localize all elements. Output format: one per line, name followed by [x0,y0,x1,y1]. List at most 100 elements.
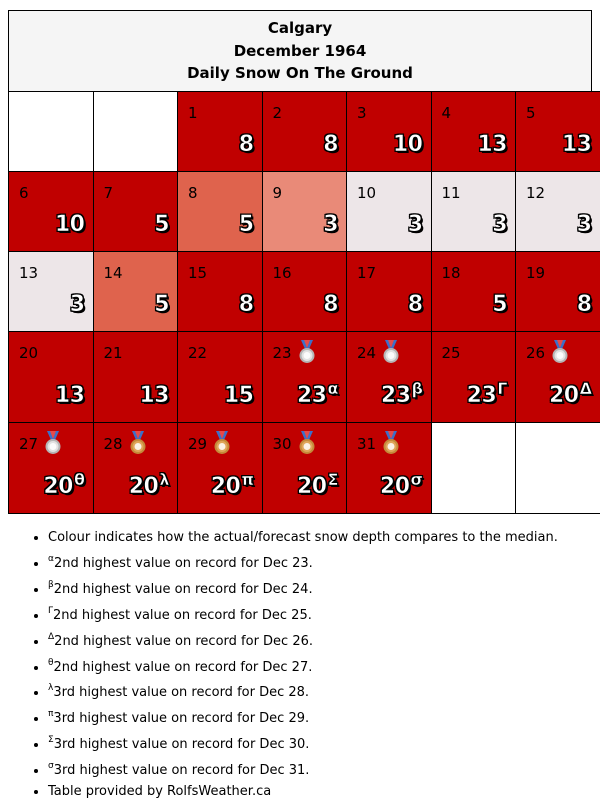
snow-depth-number: 5 [239,212,254,237]
footnote-item: Colour indicates how the actual/forecast… [48,528,592,549]
snow-depth-number: 3 [492,212,507,237]
snow-depth-number: 20 [380,474,410,499]
footnote-item: π3rd highest value on record for Dec 29. [48,704,592,730]
empty-cell [9,92,94,172]
snow-depth-number: 15 [224,383,254,408]
snow-depth-value: 20Δ [549,379,592,408]
snow-depth-value: 8 [239,292,254,317]
footnote-text: 2nd highest value on record for Dec 25. [53,608,312,623]
snow-depth-number: 3 [408,212,423,237]
day-number: 27 [19,435,38,453]
snow-depth-number: 23 [467,383,497,408]
snow-depth-number: 20 [549,383,579,408]
footnote-item: β2nd highest value on record for Dec 24. [48,575,592,601]
footnote-text: Table provided by RolfsWeather.ca [48,784,271,799]
day-number: 22 [188,344,207,362]
snow-depth-number: 3 [577,212,592,237]
snow-depth-number: 13 [139,383,169,408]
snow-depth-value: 3 [408,212,423,237]
day-number: 14 [104,264,123,282]
day-number: 24 [357,344,376,362]
day-number: 9 [273,184,283,202]
day-number: 11 [442,184,461,202]
day-cell: 19 8 [516,252,600,332]
footnote-marker: σ [411,470,423,489]
silver-medal-icon [380,340,402,368]
bronze-medal-icon [296,431,318,459]
day-number: 19 [526,264,545,282]
snow-depth-value: 3 [577,212,592,237]
day-number: 15 [188,264,207,282]
day-number: 21 [104,344,123,362]
snow-depth-number: 8 [323,132,338,157]
snow-depth-number: 23 [297,383,327,408]
day-number: 29 [188,435,207,453]
snow-depth-value: 23α [297,379,338,408]
snow-depth-number: 10 [55,212,85,237]
snow-depth-number: 3 [70,292,85,317]
snow-depth-number: 5 [154,292,169,317]
day-cell: 15 8 [178,252,263,332]
day-cell: 30 20Σ [262,423,347,514]
snow-depth-value: 13 [139,383,169,408]
snow-depth-number: 13 [562,132,592,157]
footnote-text: Colour indicates how the actual/forecast… [48,530,558,545]
snow-depth-value: 15 [224,383,254,408]
day-cell: 13 3 [9,252,94,332]
snow-depth-value: 8 [239,132,254,157]
snow-depth-value: 5 [154,292,169,317]
snow-depth-number: 8 [323,292,338,317]
footnote-marker: θ [74,470,85,489]
snow-depth-number: 20 [211,474,241,499]
city-title: Calgary [9,17,591,40]
footnote-item: α2nd highest value on record for Dec 23. [48,549,592,575]
silver-medal-icon [42,431,64,459]
snow-depth-number: 8 [577,292,592,317]
day-cell: 22 15 [178,332,263,423]
footnote-item: Table provided by RolfsWeather.ca [48,782,592,803]
snow-depth-value: 10 [393,132,423,157]
snow-depth-number: 5 [492,292,507,317]
footnote-item: Γ2nd highest value on record for Dec 25. [48,601,592,627]
snow-depth-number: 3 [323,212,338,237]
day-number: 23 [273,344,292,362]
day-cell: 14 5 [93,252,178,332]
day-number: 17 [357,264,376,282]
footnote-marker: Γ [497,379,507,398]
snow-depth-number: 23 [381,383,411,408]
snow-depth-value: 5 [154,212,169,237]
footnote-text: 3rd highest value on record for Dec 31. [54,763,310,778]
snow-depth-value: 20Σ [297,470,338,499]
snow-depth-value: 20λ [129,470,169,499]
day-number: 30 [273,435,292,453]
day-number: 13 [19,264,38,282]
day-number: 20 [19,344,38,362]
snow-depth-value: 8 [323,132,338,157]
snow-depth-number: 20 [129,474,159,499]
snow-depth-number: 8 [239,132,254,157]
day-number: 26 [526,344,545,362]
day-number: 8 [188,184,198,202]
empty-cell [431,423,516,514]
day-number: 1 [188,104,198,122]
day-number: 12 [526,184,545,202]
